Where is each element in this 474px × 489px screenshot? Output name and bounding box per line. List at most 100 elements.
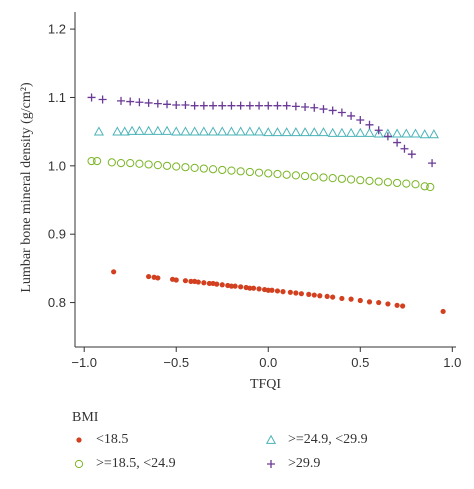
data-point <box>93 126 104 136</box>
data-point <box>428 129 439 139</box>
data-point <box>365 120 374 129</box>
data-point <box>263 127 274 137</box>
data-point <box>219 282 225 288</box>
data-point <box>116 158 126 168</box>
data-point <box>143 125 154 135</box>
data-point <box>218 165 227 175</box>
data-point <box>111 269 117 275</box>
data-point <box>282 101 291 110</box>
data-point <box>173 277 179 283</box>
data-point <box>272 127 283 137</box>
data-point <box>214 281 220 287</box>
y-tick-label: 1.2 <box>48 22 66 37</box>
data-point <box>394 302 400 308</box>
data-point <box>244 126 255 136</box>
data-point <box>236 101 245 110</box>
data-point <box>402 179 411 188</box>
data-point <box>355 127 366 137</box>
data-point <box>153 161 162 170</box>
data-point <box>347 111 356 120</box>
data-point <box>407 150 416 159</box>
data-point <box>198 126 209 136</box>
data-point <box>254 126 265 136</box>
y-tick-label: 0.9 <box>48 227 66 242</box>
data-point <box>356 176 365 185</box>
data-point <box>254 168 264 177</box>
data-point <box>180 126 191 136</box>
data-point <box>238 284 244 290</box>
data-point <box>144 160 153 169</box>
data-point <box>226 126 237 136</box>
data-point <box>440 308 446 315</box>
data-point <box>392 128 403 138</box>
plot-area <box>87 93 446 315</box>
data-point <box>401 128 412 138</box>
data-point <box>337 108 346 117</box>
data-point <box>217 126 228 136</box>
data-point <box>411 180 420 189</box>
data-point <box>300 171 310 181</box>
data-point <box>135 159 144 168</box>
data-point <box>201 280 207 286</box>
data-point <box>126 97 135 106</box>
data-point <box>236 167 245 176</box>
data-point <box>385 301 391 307</box>
x-tick-label: −1.0 <box>71 355 97 370</box>
data-point <box>155 275 161 281</box>
data-point <box>324 293 330 300</box>
data-point <box>162 161 172 170</box>
data-point <box>190 101 199 110</box>
y-tick-label: 1.0 <box>48 158 66 173</box>
data-point <box>190 163 199 172</box>
x-axis: −1.0 −0.5 0.0 0.5 1.0 <box>71 346 461 370</box>
data-point <box>107 158 116 167</box>
y-tick-label: 1.1 <box>48 90 66 105</box>
data-point <box>209 101 218 110</box>
data-point <box>311 292 317 298</box>
data-point <box>228 283 235 289</box>
data-point <box>227 166 236 175</box>
data-point <box>245 167 254 177</box>
data-point <box>269 287 275 293</box>
data-point <box>328 106 337 115</box>
data-point <box>273 101 282 110</box>
data-point <box>287 289 293 295</box>
data-point <box>365 176 374 185</box>
data-point <box>273 169 282 179</box>
data-point <box>235 126 246 136</box>
data-point <box>146 273 152 280</box>
x-tick-label: 0.5 <box>351 355 369 370</box>
data-point <box>282 170 291 179</box>
data-point <box>400 144 409 153</box>
data-point <box>182 278 189 284</box>
data-point <box>327 127 338 137</box>
data-point <box>195 279 201 285</box>
data-point <box>356 116 365 125</box>
data-point <box>171 126 182 136</box>
data-point <box>318 127 329 137</box>
data-point <box>339 295 345 302</box>
data-point <box>172 100 181 109</box>
series-overweight <box>93 125 439 139</box>
data-point <box>135 98 144 107</box>
data-point <box>98 95 107 104</box>
data-point <box>172 162 181 171</box>
data-point <box>364 127 375 137</box>
data-point <box>127 125 138 135</box>
data-point <box>117 96 126 105</box>
data-point <box>301 103 310 112</box>
data-point <box>293 290 299 296</box>
data-point <box>346 127 357 137</box>
data-point <box>218 101 227 110</box>
x-tick-label: −0.5 <box>163 355 189 370</box>
data-point <box>152 125 163 135</box>
data-point <box>255 101 264 110</box>
data-point <box>337 174 346 183</box>
data-point <box>264 169 273 178</box>
data-point <box>247 285 253 291</box>
data-point <box>317 293 323 299</box>
data-point <box>250 285 257 291</box>
series-underweight <box>111 269 446 315</box>
data-point <box>264 101 273 110</box>
data-point <box>330 294 336 300</box>
